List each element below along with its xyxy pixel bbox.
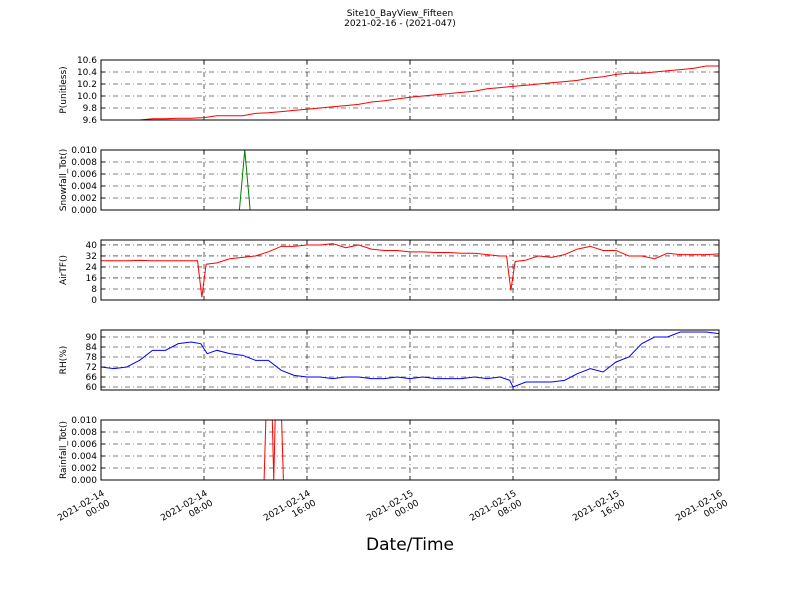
x-tick-label: 2021-02-1400:00	[56, 489, 112, 533]
y-tick-label: 72	[86, 363, 97, 373]
y-tick-label: 0.000	[71, 476, 97, 486]
x-tick-label: 2021-02-1600:00	[674, 489, 730, 533]
y-tick-label: 0.000	[71, 206, 97, 216]
y-tick-label: 0.008	[71, 158, 97, 168]
y-tick-label: 9.8	[83, 104, 98, 114]
y-tick-label: 16	[86, 274, 98, 284]
y-tick-label: 0.008	[71, 428, 97, 438]
y-tick-label: 78	[86, 353, 98, 363]
y-tick-label: 66	[86, 373, 98, 383]
y-tick-label: 40	[86, 241, 98, 251]
y-tick-label: 0.010	[71, 146, 97, 156]
x-tick-label: 2021-02-1500:00	[365, 489, 421, 533]
y-tick-label: 10.2	[77, 80, 97, 90]
axes-frame	[100, 419, 720, 481]
y-tick-label: 90	[86, 333, 98, 343]
y-tick-label: 0.006	[71, 440, 97, 450]
axes-frame	[100, 59, 720, 121]
y-tick-label: 84	[86, 343, 98, 353]
figure-title: Site10_BayView_Fifteen	[347, 9, 453, 19]
y-axis-label: Rainfall_Tot()	[59, 421, 69, 479]
y-tick-label: 0.002	[71, 464, 97, 474]
y-tick-label: 24	[86, 263, 98, 273]
x-tick-label: 2021-02-1408:00	[159, 489, 215, 533]
data-line	[101, 331, 719, 388]
y-tick-label: 32	[86, 252, 97, 262]
y-axis-label: P(unitless)	[59, 66, 69, 113]
y-axis-label: Snowfall_Tot()	[59, 149, 69, 212]
y-tick-label: 0.010	[71, 416, 97, 426]
x-tick-label: 2021-02-1508:00	[468, 489, 524, 533]
y-tick-label: 9.6	[83, 116, 98, 126]
x-tick-label: 2021-02-1416:00	[262, 489, 318, 533]
y-tick-label: 10.0	[77, 92, 97, 102]
y-axis-label: AirTF()	[59, 255, 69, 285]
x-tick-label: 2021-02-1516:00	[571, 489, 627, 533]
y-tick-label: 0.004	[71, 182, 97, 192]
y-axis-label: RH(%)	[59, 346, 69, 375]
y-tick-label: 60	[86, 383, 98, 393]
y-tick-label: 0	[91, 296, 97, 306]
y-tick-label: 0.006	[71, 170, 97, 180]
data-line	[101, 65, 719, 120]
y-tick-label: 10.6	[77, 56, 97, 66]
figure-subtitle: 2021-02-16 - (2021-047)	[344, 19, 456, 29]
y-tick-label: 0.004	[71, 452, 97, 462]
axes-frame	[100, 329, 720, 391]
data-line	[101, 243, 719, 298]
y-tick-label: 0.002	[71, 194, 97, 204]
y-tick-label: 8	[91, 285, 97, 295]
x-axis-label: Date/Time	[366, 535, 454, 555]
axes-frame	[100, 239, 720, 301]
axes-frame	[100, 149, 720, 211]
y-tick-label: 10.4	[77, 68, 97, 78]
